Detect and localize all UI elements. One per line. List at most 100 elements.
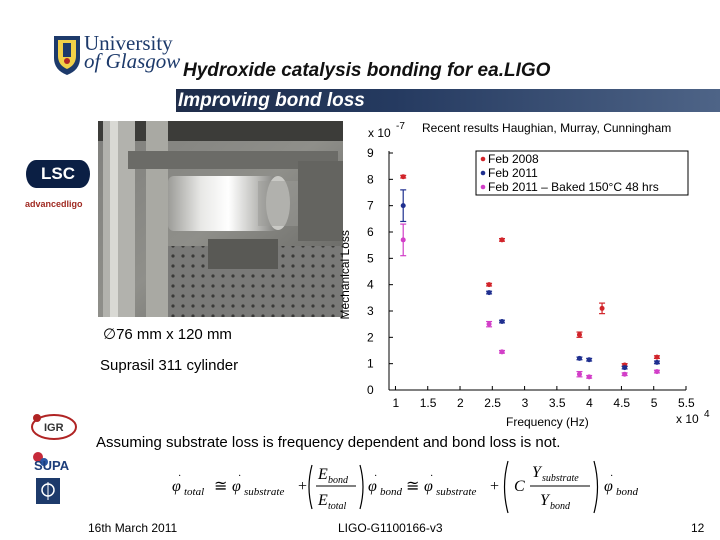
y-axis-multiplier-exponent: -7: [396, 121, 405, 132]
university-line1: University: [84, 31, 173, 55]
svg-text:substrate: substrate: [542, 473, 579, 484]
apparatus-photo: [98, 121, 343, 317]
data-point: [586, 374, 592, 380]
legend-marker: [480, 156, 486, 162]
svg-text:·: ·: [374, 471, 377, 482]
data-point: [622, 371, 628, 377]
svg-text:·: ·: [430, 471, 433, 482]
cylinder-material-caption: Suprasil 311 cylinder: [100, 357, 239, 374]
svg-text:total: total: [184, 486, 204, 498]
y-tick-label: 5: [367, 251, 374, 265]
data-point: [654, 369, 660, 375]
y-tick-label: 4: [367, 278, 374, 292]
advanced-ligo-logo: advancedligo: [25, 199, 83, 209]
partner-crest-icon: [36, 478, 60, 504]
university-line2: of Glasgow: [84, 49, 181, 73]
svg-text:·: ·: [610, 471, 613, 482]
svg-text:E: E: [317, 492, 328, 509]
legend-box: [475, 150, 689, 196]
legend-entry: Feb 2011: [488, 166, 538, 180]
svg-text:Y: Y: [532, 464, 543, 481]
subtitle-bar: [176, 89, 720, 112]
footer-page-number: 12: [691, 521, 705, 535]
data-point: [400, 237, 406, 243]
legend-entry: Feb 2008: [488, 152, 539, 166]
svg-text:≅: ≅: [214, 478, 227, 495]
svg-text:+: +: [490, 478, 499, 495]
data-point: [486, 282, 492, 288]
svg-text:substrate: substrate: [244, 486, 284, 498]
y-axis-label: Mechanical Loss: [338, 230, 352, 319]
data-point: [499, 319, 505, 325]
assumption-text: Assuming substrate loss is frequency dep…: [96, 434, 561, 451]
data-point: [654, 359, 660, 365]
data-point: [400, 203, 406, 209]
data-point: [654, 354, 660, 360]
svg-text:φ: φ: [604, 478, 613, 495]
x-axis-multiplier-exponent: 4: [704, 409, 710, 420]
svg-text:bond: bond: [616, 486, 639, 498]
x-tick-label: 2: [457, 396, 464, 410]
svg-text:bond: bond: [550, 501, 571, 512]
slide-subtitle: Improving bond loss: [178, 90, 365, 111]
y-tick-label: 7: [367, 199, 374, 213]
svg-text:·: ·: [178, 471, 181, 482]
legend-marker: [480, 184, 486, 190]
supa-logo: SUPA: [33, 452, 70, 473]
footer-doc-id: LIGO-G1100166-v3: [338, 521, 443, 535]
university-name: University of Glasgow: [84, 31, 181, 73]
data-point: [586, 357, 592, 363]
footer-date: 16th March 2011: [88, 521, 178, 535]
svg-text:bond: bond: [380, 486, 403, 498]
igr-logo: IGR: [31, 414, 77, 440]
y-tick-label: 9: [367, 146, 374, 160]
svg-text:Y: Y: [540, 492, 551, 509]
svg-text:substrate: substrate: [436, 486, 476, 498]
x-tick-label: 4.5: [613, 396, 630, 410]
y-tick-label: 6: [367, 225, 374, 239]
data-point: [576, 355, 582, 361]
x-axis-label: Frequency (Hz): [506, 415, 589, 429]
data-point: [499, 349, 505, 355]
legend-marker: [480, 170, 486, 176]
y-axis-multiplier: x 10: [368, 126, 391, 140]
data-point: [400, 174, 406, 180]
x-axis-multiplier: x 10: [676, 412, 699, 426]
svg-text:+: +: [298, 478, 307, 495]
svg-text:φ: φ: [368, 478, 377, 495]
mechanical-loss-chart: 0 1 2 3 4 5 6 7 8 9 1 1.5 2 2.5 3 3.5 4 4.5 5 5.5 x 10 -7 x 10…: [338, 121, 710, 429]
x-tick-label: 5.5: [678, 396, 695, 410]
y-tick-label: 2: [367, 330, 374, 344]
slide-title: Hydroxide catalysis bonding for ea.LIGO: [183, 60, 551, 81]
svg-text:C: C: [514, 478, 525, 495]
x-tick-label: 3.5: [549, 396, 566, 410]
svg-text:≅: ≅: [406, 478, 419, 495]
lsc-logo: LSC: [26, 160, 90, 188]
y-tick-label: 1: [367, 357, 374, 371]
y-tick-label: 8: [367, 172, 374, 186]
legend-entry: Feb 2011 – Baked 150°C 48 hrs: [488, 180, 659, 194]
igr-text: IGR: [44, 422, 64, 434]
svg-text:φ: φ: [424, 478, 433, 495]
data-point: [486, 290, 492, 296]
y-tick-label: 0: [367, 383, 374, 397]
svg-text:φ: φ: [232, 478, 241, 495]
data-point: [576, 332, 582, 338]
university-logo: [52, 34, 180, 78]
svg-text:·: ·: [238, 471, 241, 482]
y-tick-label: 3: [367, 304, 374, 318]
data-point: [622, 365, 628, 371]
svg-text:E: E: [317, 466, 328, 483]
x-tick-label: 1: [392, 396, 399, 410]
svg-text:φ: φ: [172, 478, 181, 495]
data-point: [599, 305, 605, 311]
crest-icon: [54, 36, 80, 75]
supa-text: SUPA: [34, 458, 70, 473]
apparatus-photo-image: [98, 121, 343, 317]
svg-text:bond: bond: [328, 475, 349, 486]
x-tick-label: 4: [586, 396, 593, 410]
svg-text:total: total: [328, 501, 347, 512]
chart-title: Recent results Haughian, Murray, Cunning…: [422, 121, 671, 135]
x-tick-label: 3: [522, 396, 529, 410]
